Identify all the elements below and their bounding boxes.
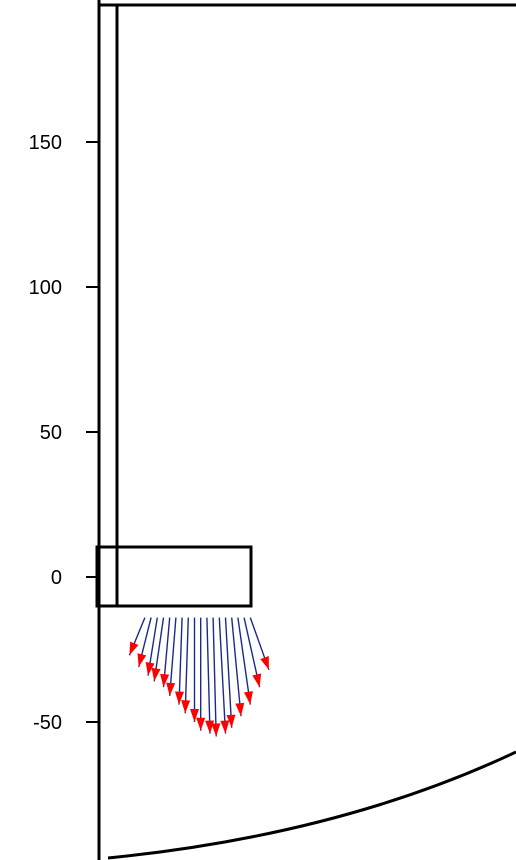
vector-head	[226, 714, 236, 728]
vector-shaft	[206, 617, 211, 734]
vector-head	[190, 709, 199, 722]
field-vector	[218, 617, 230, 734]
vector-head	[166, 682, 176, 696]
vector-field	[128, 617, 270, 737]
vector-head	[211, 723, 221, 737]
field-vector	[237, 617, 253, 705]
vector-head	[160, 673, 170, 688]
field-vector	[205, 617, 215, 734]
field-vector	[151, 617, 165, 682]
vector-shaft	[237, 617, 251, 705]
vector-head	[181, 700, 191, 714]
field-vector	[249, 617, 270, 671]
vector-shaft	[231, 617, 242, 717]
y-tick-label: -50	[33, 712, 62, 734]
field-vector	[160, 617, 171, 688]
vector-head	[260, 656, 269, 670]
geometry-outlines	[95, 3, 516, 860]
vector-head	[174, 691, 184, 705]
field-vector	[181, 617, 191, 714]
y-axis-ticks: 150 100 50 0 -50	[29, 132, 99, 734]
vector-head	[196, 717, 206, 731]
y-tick-label: 0	[51, 567, 62, 589]
field-vector	[137, 617, 152, 668]
vector-head	[145, 662, 155, 676]
y-tick-label: 100	[29, 277, 62, 299]
outer-arc-boundary	[107, 750, 516, 860]
vector-head	[129, 641, 139, 656]
field-vector	[190, 617, 199, 722]
field-vector	[224, 617, 236, 728]
field-vector	[128, 617, 146, 656]
vector-shaft	[224, 617, 233, 728]
vector-head	[220, 720, 230, 734]
y-tick-label: 150	[29, 132, 62, 154]
vector-shaft	[178, 617, 183, 705]
vector-shaft	[184, 617, 189, 714]
field-vector	[243, 617, 262, 688]
vector-head	[252, 673, 262, 688]
vector-shaft	[169, 617, 177, 696]
field-vector	[166, 617, 177, 696]
field-vector	[196, 617, 206, 731]
vector-head	[137, 653, 147, 667]
field-vector	[231, 617, 245, 717]
electrode-block	[95, 545, 253, 608]
vector-head	[235, 702, 245, 717]
field-vector	[211, 617, 221, 737]
y-tick-label: 50	[40, 422, 62, 444]
vector-head	[244, 691, 253, 705]
vector-shaft	[212, 617, 217, 737]
field-vector	[145, 617, 158, 676]
vector-head	[151, 667, 161, 682]
vector-shaft	[218, 617, 227, 734]
field-vector	[174, 617, 184, 705]
